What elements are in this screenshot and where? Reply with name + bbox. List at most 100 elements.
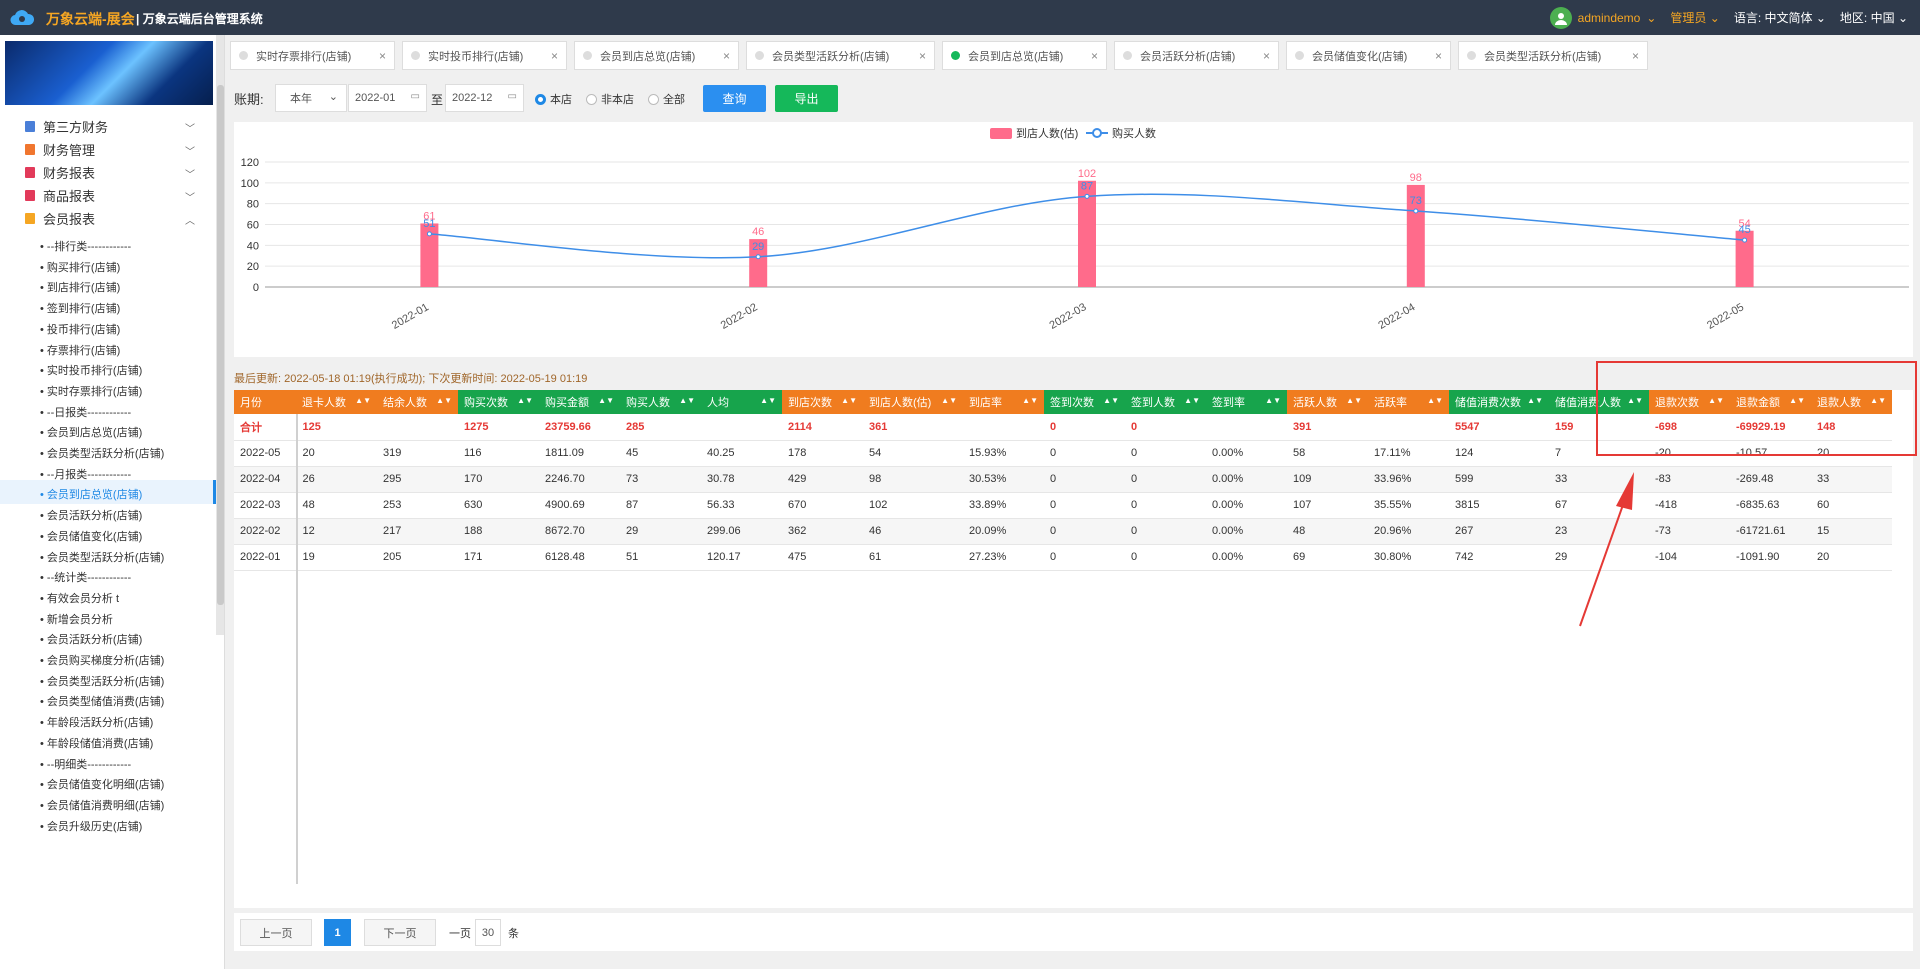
column-header[interactable]: 结余人数 ▲▼ bbox=[377, 390, 458, 414]
close-icon[interactable]: × bbox=[1262, 49, 1270, 63]
sort-icon[interactable]: ▲▼ bbox=[760, 396, 776, 405]
sort-icon[interactable]: ▲▼ bbox=[1346, 396, 1362, 405]
menu-item[interactable]: • 会员类型储值消费(店铺) bbox=[40, 696, 165, 709]
menu-section[interactable]: 财务报表 ﹀ bbox=[25, 160, 195, 184]
table-row[interactable]: 2022-04 26 295 170 2246.70 73 30.78 429 98 30.53%… bbox=[234, 466, 1892, 493]
language-menu[interactable]: 语言: 中文简体 ⌄ bbox=[1733, 11, 1826, 25]
menu-item[interactable]: • 有效会员分析 t bbox=[40, 592, 120, 605]
radio-this-store[interactable]: 本店 bbox=[535, 91, 572, 107]
menu-item[interactable]: • 年龄段活跃分析(店铺) bbox=[40, 717, 154, 730]
menu-item[interactable]: • 购买排行(店铺) bbox=[40, 261, 121, 274]
menu-section[interactable]: 财务管理 ﹀ bbox=[25, 137, 195, 161]
sort-icon[interactable]: ▲▼ bbox=[1527, 396, 1543, 405]
tab[interactable]: 会员到店总览(店铺) × bbox=[942, 41, 1107, 70]
column-header[interactable]: 人均 ▲▼ bbox=[701, 390, 782, 414]
tab[interactable]: 实时存票排行(店铺) × bbox=[230, 41, 395, 70]
column-header[interactable]: 签到人数 ▲▼ bbox=[1125, 390, 1206, 414]
menu-item[interactable]: • 存票排行(店铺) bbox=[40, 344, 121, 357]
sort-icon[interactable]: ▲▼ bbox=[1022, 396, 1038, 405]
column-header[interactable]: 到店次数 ▲▼ bbox=[782, 390, 863, 414]
export-button[interactable]: 导出 bbox=[775, 85, 838, 112]
bar[interactable] bbox=[1078, 180, 1096, 287]
sidebar-scrollbar[interactable] bbox=[216, 35, 224, 635]
column-header[interactable]: 到店人数(估) ▲▼ bbox=[863, 390, 963, 414]
menu-item[interactable]: • 会员类型活跃分析(店铺) bbox=[40, 551, 165, 564]
table-horizontal-scrollbar[interactable] bbox=[234, 907, 1913, 908]
menu-item[interactable]: • 会员储值消费明细(店铺) bbox=[40, 799, 165, 812]
sort-icon[interactable]: ▲▼ bbox=[1789, 396, 1805, 405]
sort-icon[interactable]: ▲▼ bbox=[1427, 396, 1443, 405]
menu-item[interactable]: • 会员升级历史(店铺) bbox=[40, 820, 143, 833]
menu-item[interactable]: • 会员储值变化明细(店铺) bbox=[40, 779, 165, 792]
column-header[interactable]: 储值消费次数 ▲▼ bbox=[1449, 390, 1549, 414]
menu-item[interactable]: • 会员购买梯度分析(店铺) bbox=[40, 655, 165, 667]
sort-icon[interactable]: ▲▼ bbox=[1627, 396, 1643, 405]
column-header[interactable]: 活跃率 ▲▼ bbox=[1368, 390, 1449, 414]
sort-icon[interactable]: ▲▼ bbox=[355, 396, 371, 405]
tab[interactable]: 实时投币排行(店铺) × bbox=[402, 41, 567, 70]
menu-item[interactable]: • 年龄段储值消费(店铺) bbox=[40, 737, 154, 750]
column-header[interactable]: 购买人数 ▲▼ bbox=[620, 390, 701, 414]
close-icon[interactable]: × bbox=[918, 49, 926, 63]
line-point[interactable] bbox=[1742, 237, 1748, 243]
menu-item[interactable]: • 会员活跃分析(店铺) bbox=[40, 510, 143, 523]
menu-section[interactable]: 商品报表 ﹀ bbox=[25, 183, 195, 207]
radio-other-store[interactable]: 非本店 bbox=[586, 91, 634, 107]
table-row[interactable]: 2022-01 19 205 171 6128.48 51 120.17 475 61 27.23… bbox=[234, 544, 1892, 571]
column-header[interactable]: 退款金额 ▲▼ bbox=[1730, 390, 1811, 414]
line-point[interactable] bbox=[1084, 193, 1090, 199]
close-icon[interactable]: × bbox=[550, 49, 558, 63]
close-icon[interactable]: × bbox=[1090, 49, 1098, 63]
column-header[interactable]: 到店率 ▲▼ bbox=[963, 390, 1044, 414]
menu-item[interactable]: • 会员储值变化(店铺) bbox=[40, 530, 143, 543]
table-row[interactable]: 2022-02 12 217 188 8672.70 29 299.06 362 46 20.09… bbox=[234, 518, 1892, 545]
menu-section[interactable]: 第三方财务 ﹀ bbox=[25, 114, 195, 138]
column-header[interactable]: 退款人数 ▲▼ bbox=[1811, 390, 1892, 414]
tab[interactable]: 会员活跃分析(店铺) × bbox=[1114, 41, 1279, 70]
query-button[interactable]: 查询 bbox=[703, 85, 766, 112]
bar[interactable] bbox=[749, 239, 768, 287]
line-point[interactable] bbox=[755, 254, 761, 260]
role-menu[interactable]: 管理员 ⌄ bbox=[1670, 11, 1720, 25]
menu-item[interactable]: • 到店排行(店铺) bbox=[40, 282, 121, 295]
column-header[interactable]: 退款次数 ▲▼ bbox=[1649, 390, 1730, 414]
sort-icon[interactable]: ▲▼ bbox=[436, 396, 452, 405]
column-header[interactable]: 购买次数 ▲▼ bbox=[458, 390, 539, 414]
sort-icon[interactable]: ▲▼ bbox=[941, 396, 957, 405]
line-point[interactable] bbox=[1413, 208, 1419, 214]
column-header[interactable]: 签到率 ▲▼ bbox=[1206, 390, 1287, 414]
menu-item[interactable]: • 会员类型活跃分析(店铺) bbox=[40, 448, 165, 460]
column-header[interactable]: 储值消费人数 ▲▼ bbox=[1549, 390, 1649, 414]
line-point[interactable] bbox=[426, 231, 432, 237]
menu-item[interactable]: • 签到排行(店铺) bbox=[40, 303, 121, 316]
menu-item[interactable]: • 会员到店总览(店铺) bbox=[40, 427, 143, 440]
tab[interactable]: 会员类型活跃分析(店铺) × bbox=[746, 41, 935, 70]
menu-item[interactable]: • 会员类型活跃分析(店铺) bbox=[40, 675, 165, 688]
sort-icon[interactable]: ▲▼ bbox=[517, 396, 533, 405]
close-icon[interactable]: × bbox=[722, 49, 730, 63]
sort-icon[interactable]: ▲▼ bbox=[598, 396, 614, 405]
column-header[interactable]: 签到次数 ▲▼ bbox=[1044, 390, 1125, 414]
sort-icon[interactable]: ▲▼ bbox=[679, 396, 695, 405]
column-header[interactable]: 退卡人数 ▲▼ bbox=[296, 390, 377, 414]
page-size-input[interactable]: 30 bbox=[475, 919, 501, 946]
tab[interactable]: 会员类型活跃分析(店铺) × bbox=[1458, 41, 1648, 70]
sort-icon[interactable]: ▲▼ bbox=[1265, 396, 1281, 405]
sort-icon[interactable]: ▲▼ bbox=[1184, 396, 1200, 405]
tab[interactable]: 会员到店总览(店铺) × bbox=[574, 41, 739, 70]
sort-icon[interactable]: ▲▼ bbox=[1103, 396, 1119, 405]
next-page-button[interactable]: 下一页 bbox=[364, 919, 436, 946]
menu-item[interactable]: • 会员活跃分析(店铺) bbox=[40, 634, 143, 647]
table-row[interactable]: 2022-03 48 253 630 4900.69 87 56.33 670 102 33.89… bbox=[234, 492, 1892, 519]
menu-item[interactable]: • 新增会员分析 bbox=[40, 613, 113, 626]
menu-item[interactable]: • 实时存票排行(店铺) bbox=[40, 385, 143, 398]
menu-section[interactable]: 会员报表 ︿ bbox=[25, 206, 195, 230]
column-header[interactable]: 月份 bbox=[234, 390, 296, 414]
sort-icon[interactable]: ▲▼ bbox=[841, 396, 857, 405]
end-month-input[interactable]: 2022-12 ▭ bbox=[445, 84, 524, 112]
menu-item[interactable]: • 实时投币排行(店铺) bbox=[40, 365, 143, 378]
prev-page-button[interactable]: 上一页 bbox=[240, 919, 312, 946]
sort-icon[interactable]: ▲▼ bbox=[1870, 396, 1886, 405]
bar[interactable] bbox=[420, 223, 439, 287]
close-icon[interactable]: × bbox=[1434, 49, 1442, 63]
